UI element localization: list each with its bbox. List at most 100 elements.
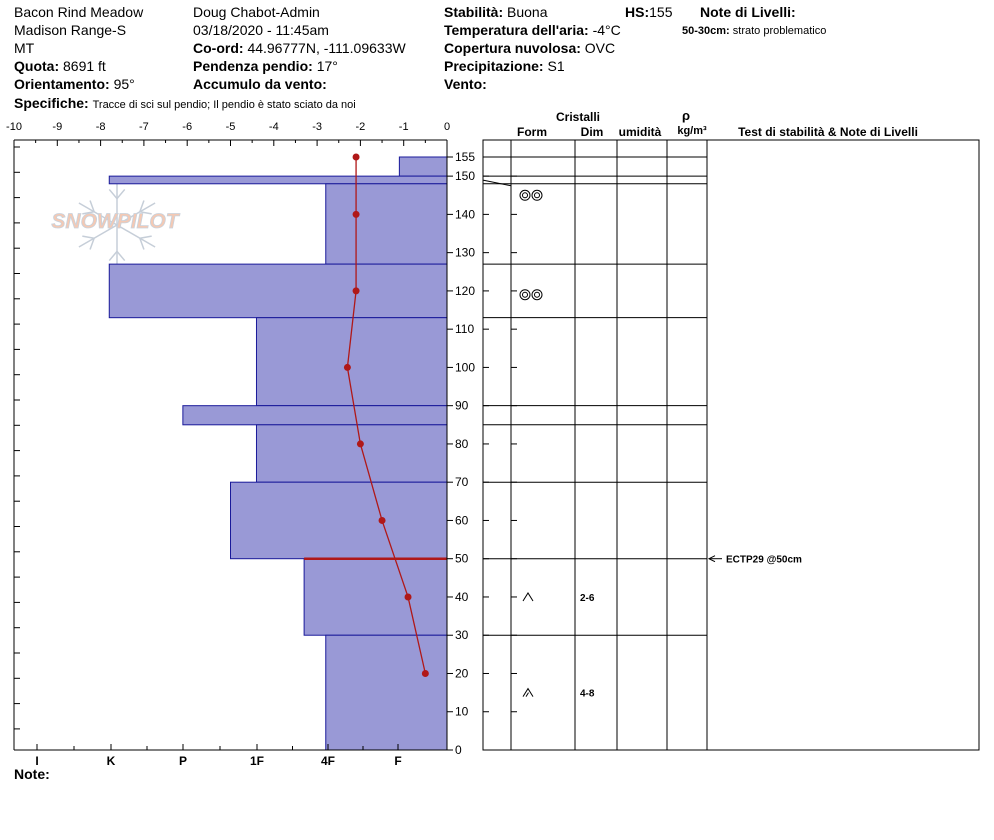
stability-test-label: ECTP29 @50cm [726,555,802,566]
precipitation-field: Precipitazione: S1 [444,57,565,75]
snowflake-branch [116,250,126,262]
snowflake-branch [89,200,95,213]
grain-size-label: 2-6 [580,593,595,604]
elevation-field: Quota: 8691 ft [14,57,106,75]
layer-connector-angled [482,179,512,187]
specifics-label: Specifiche: [14,95,89,111]
note-label: Note: [14,766,50,782]
rounds-grain-icon [531,189,543,201]
tests-header: Test di stabilità & Note di Livelli [738,125,918,139]
temperature-tick-label: -2 [356,121,366,133]
depth-tick-label: 155 [455,150,475,164]
location-name: Bacon Rind Meadow [14,4,144,20]
temperature-point [352,153,360,161]
elevation-label: Quota: [14,58,60,74]
temperature-point [356,440,364,448]
facets-grain-icon [522,592,534,602]
depth-tick-label: 0 [455,743,462,757]
observation-datetime: 03/18/2020 - 11:45am [193,22,329,38]
snow-height-field: HS:155 [625,3,672,21]
rounds-grain-icon [519,289,531,301]
snowflake-arm [116,224,156,248]
hardness-layer [325,634,448,751]
wind-label: Vento: [444,76,487,92]
temperature-tick-label: 0 [444,121,450,133]
snowflake-branch [108,250,118,262]
wind-loading-field: Accumulo da vento: [193,75,327,93]
snowflake-branch [139,235,152,239]
stability-field: Stabilità: Buona [444,3,548,21]
temperature-point [421,669,429,677]
snowflake-arm [78,202,118,226]
snowflake-icon [78,181,156,269]
rounds-grain-icon [519,189,531,201]
rounds-grain-inner [522,192,528,199]
layer-note: 50-30cm: strato problematico [682,22,826,40]
snowflake-branch [82,211,95,215]
density-unit: kg/m³ [677,125,707,137]
snowflake-branch [139,211,152,215]
dim-header: Dim [581,125,604,139]
hardness-layer [182,405,448,426]
hardness-layer [303,558,448,636]
coordinates-label: Co-ord: [193,40,244,56]
wind-field: Vento: [444,75,487,93]
depth-tick-label: 140 [455,207,475,221]
hardness-tick-label: 4F [321,754,335,768]
moisture-header: umidità [619,125,662,139]
snowflake-branch [139,237,145,250]
left-axes: -10 -9 -8 -7 -6 -5 -4 -3 -2 -1 0I K P 1F 4F F [6,121,450,768]
table-border [482,139,980,751]
air-temp-value: -4°C [592,22,621,38]
snowflake-arm [116,202,156,226]
air-temp-label: Temperatura dell'aria: [444,22,589,38]
stability-value: Buona [507,4,548,20]
slope-label: Pendenza pendio: [193,58,313,74]
temperature-tick-label: -9 [52,121,62,133]
aspect-label: Orientamento: [14,76,110,92]
cloud-cover-label: Copertura nuvolosa: [444,40,581,56]
rounds-grain-icon [531,289,543,301]
depth-tick-label: 10 [455,705,469,719]
test-arrow-head [707,555,716,563]
snowflake-branch [116,188,126,200]
slope-field: Pendenza pendio: 17° [193,57,338,75]
hardness-tick-label: P [179,754,187,768]
depth-tick-label: 30 [455,628,469,642]
snowflake-branch [108,188,118,200]
depth-tick-label: 80 [455,437,469,451]
temperature-point [352,210,360,218]
snow-height-value: 155 [649,4,673,20]
crystals-header: Cristalli [556,110,600,124]
depth-tick-label: 100 [455,360,475,374]
temperature-tick-label: -7 [139,121,149,133]
layer-note-text: strato problematico [732,25,827,37]
stability-label: Stabilità: [444,4,504,20]
precipitation-label: Precipitazione: [444,58,544,74]
grain-size-label: 4-8 [580,689,595,700]
snowflake-branch [82,235,95,239]
depth-tick-label: 110 [455,322,474,336]
temperature-point [352,287,360,295]
observer-name: Doug Chabot-Admin [193,4,320,20]
temperature-tick-label: -1 [399,121,409,133]
precipitation-value: S1 [547,58,565,74]
snowflake-arm [78,224,118,248]
state: MT [14,40,35,56]
mountain-range: Madison Range-S [14,22,127,38]
snowflake-branch [89,237,95,250]
depth-tick-label: 150 [455,169,475,183]
hardness-layer [255,424,448,483]
aspect-field: Orientamento: 95° [14,75,135,93]
slope-value: 17° [316,58,338,74]
depth-tick-label: 130 [455,246,475,260]
depth-tick-label: 50 [455,552,469,566]
temperature-tick-label: -4 [269,121,279,133]
rounds-grain-inner [534,192,540,199]
temperature-tick-label: -5 [226,121,236,133]
elevation-value: 8691 ft [63,58,106,74]
column-headers: Cristalli Form Dim umidità ρ kg/m³ Test … [517,108,918,139]
depth-tick-label: 40 [455,590,469,604]
temperature-tick-label: -3 [312,121,322,133]
